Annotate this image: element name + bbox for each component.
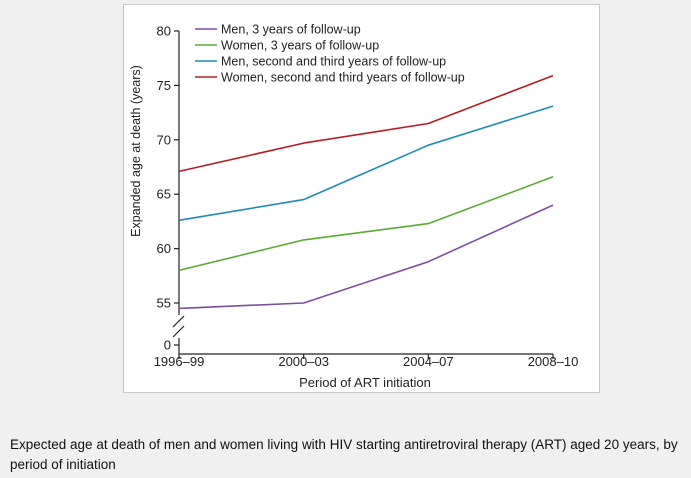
series-line-2 (178, 176, 554, 272)
series-line-4 (178, 74, 554, 173)
legend-label: Men, second and third years of follow-up (221, 55, 446, 69)
x-tick-label: 2008–10 (528, 354, 579, 369)
axis-break-mark (172, 325, 185, 338)
series-layer (178, 74, 554, 310)
legend-label: Women, 3 years of follow-up (221, 39, 379, 53)
y-tick-label: 75 (157, 78, 171, 93)
axis-break-mark (172, 315, 185, 328)
figure-panel: 55 60 65 70 75 80 0 1996–99 2000–03 2004–07 2008–1… (123, 4, 600, 393)
series-line-3 (178, 105, 554, 222)
y-tick-label: 65 (157, 187, 171, 202)
series-line-1 (178, 204, 554, 310)
x-tick-label: 2004–07 (403, 354, 454, 369)
legend-label: Men, 3 years of follow-up (221, 23, 361, 37)
x-tick-label: 2000–03 (278, 354, 329, 369)
y-origin-label: 0 (164, 338, 171, 353)
y-tick-label: 55 (157, 296, 171, 311)
y-axis-title: Expanded age at death (years) (129, 65, 143, 237)
y-tick-label: 70 (157, 132, 171, 147)
figure-caption: Expected age at death of men and women l… (10, 437, 678, 472)
y-tick-label: 60 (157, 241, 171, 256)
y-tick-label: 80 (157, 24, 171, 39)
x-axis-title: Period of ART initiation (299, 375, 431, 390)
legend: Men, 3 years of follow-up Women, 3 years … (195, 23, 465, 85)
legend-label: Women, second and third years of follow-… (221, 71, 465, 85)
x-tick-label: 1996–99 (154, 354, 205, 369)
